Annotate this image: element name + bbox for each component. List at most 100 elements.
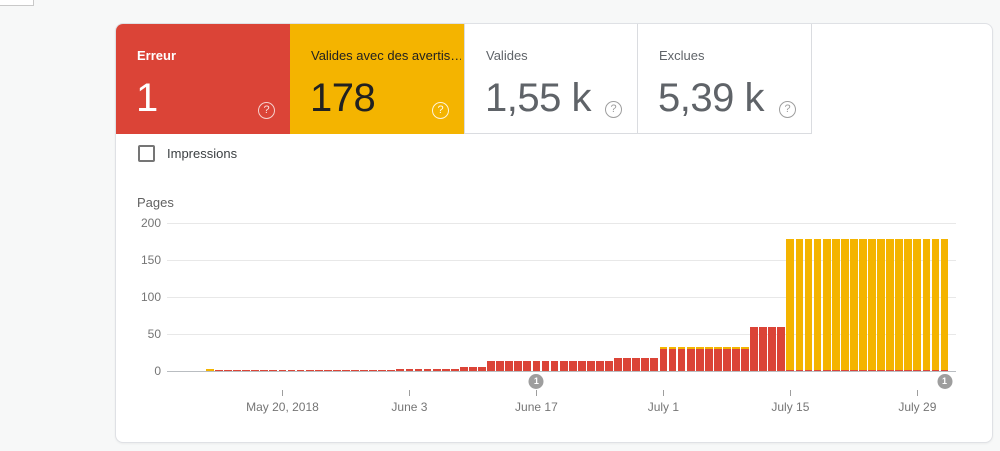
- chart-bar-warnings[interactable]: [804, 239, 813, 370]
- chart-bar-warnings[interactable]: [786, 239, 795, 370]
- chart-bar-errors[interactable]: [523, 360, 532, 371]
- chart-bar-errors[interactable]: [269, 370, 278, 371]
- chart-bar-errors[interactable]: [904, 370, 913, 371]
- chart-bar-errors[interactable]: [804, 370, 813, 371]
- chart-bar-errors[interactable]: [668, 348, 677, 371]
- chart-bar-errors[interactable]: [940, 370, 949, 371]
- chart-bar-errors[interactable]: [387, 370, 396, 371]
- chart-bar-warnings[interactable]: [722, 347, 731, 349]
- chart-bar-errors[interactable]: [813, 370, 822, 371]
- chart-bar-warnings[interactable]: [886, 239, 895, 370]
- chart-bar-errors[interactable]: [414, 368, 423, 371]
- chart-bar-warnings[interactable]: [849, 239, 858, 370]
- card-errors[interactable]: Erreur 1 ?: [116, 24, 290, 134]
- chart-bar-warnings[interactable]: [741, 347, 749, 349]
- chart-bar-errors[interactable]: [822, 370, 831, 371]
- chart-bar-errors[interactable]: [750, 327, 758, 371]
- card-excluded[interactable]: Exclues 5,39 k ?: [638, 24, 812, 134]
- chart-bar-warnings[interactable]: [795, 239, 804, 370]
- chart-bar-warnings[interactable]: [922, 239, 931, 370]
- chart-bar-errors[interactable]: [487, 360, 495, 371]
- chart-bar-errors[interactable]: [777, 327, 786, 371]
- chart-bar-warnings[interactable]: [840, 239, 849, 370]
- help-icon[interactable]: ?: [258, 102, 275, 119]
- chart-bar-warnings[interactable]: [695, 347, 704, 349]
- chart-bar-errors[interactable]: [423, 368, 432, 371]
- card-valid-with-warnings[interactable]: Valides avec des avertis… 178 ?: [290, 24, 464, 134]
- chart-bar-warnings[interactable]: [895, 239, 904, 370]
- chart-bar-errors[interactable]: [287, 370, 296, 371]
- help-icon[interactable]: ?: [432, 102, 449, 119]
- chart-bar-errors[interactable]: [260, 370, 269, 371]
- chart-bar-warnings[interactable]: [931, 239, 940, 370]
- chart-bar-warnings[interactable]: [686, 347, 695, 349]
- chart-bar-warnings[interactable]: [677, 347, 686, 349]
- chart-bar-errors[interactable]: [577, 360, 586, 371]
- chart-bar-errors[interactable]: [215, 370, 223, 371]
- chart-bar-errors[interactable]: [496, 360, 505, 371]
- chart-bar-warnings[interactable]: [813, 239, 822, 370]
- chart-bar-errors[interactable]: [868, 370, 876, 371]
- chart-bar-warnings[interactable]: [659, 347, 668, 349]
- chart-bar-errors[interactable]: [859, 370, 867, 371]
- chart-bar-warnings[interactable]: [913, 239, 922, 370]
- chart-bar-errors[interactable]: [541, 360, 550, 371]
- chart-bar-warnings[interactable]: [668, 347, 677, 349]
- chart-bar-errors[interactable]: [459, 366, 468, 371]
- chart-bar-errors[interactable]: [296, 370, 305, 371]
- chart-bar-errors[interactable]: [849, 370, 858, 371]
- chart-bar-errors[interactable]: [913, 370, 922, 371]
- chart-bar-errors[interactable]: [877, 370, 885, 371]
- chart-bar-errors[interactable]: [532, 360, 541, 371]
- chart-bar-errors[interactable]: [931, 370, 940, 371]
- chart-bar-warnings[interactable]: [831, 239, 840, 370]
- chart-bar-errors[interactable]: [233, 370, 241, 371]
- chart-bar-errors[interactable]: [251, 370, 260, 371]
- chart-bar-errors[interactable]: [224, 370, 232, 371]
- chart-bar-errors[interactable]: [396, 368, 405, 371]
- chart-bar-errors[interactable]: [623, 357, 632, 371]
- chart-bar-warnings[interactable]: [822, 239, 831, 370]
- chart-bar-errors[interactable]: [351, 370, 359, 371]
- chart-bar-errors[interactable]: [741, 348, 749, 371]
- chart-bar-errors[interactable]: [405, 368, 414, 371]
- chart-bar-errors[interactable]: [732, 348, 740, 371]
- chart-bar-errors[interactable]: [840, 370, 849, 371]
- chart-bar-errors[interactable]: [641, 357, 650, 371]
- chart-bar-warnings[interactable]: [206, 368, 214, 371]
- chart-bar-errors[interactable]: [713, 348, 722, 371]
- chart-bar-warnings[interactable]: [704, 347, 713, 349]
- chart-bar-warnings[interactable]: [732, 347, 740, 349]
- chart-bar-errors[interactable]: [242, 370, 251, 371]
- chart-bar-errors[interactable]: [650, 357, 659, 371]
- chart-bar-warnings[interactable]: [859, 239, 867, 370]
- chart-bar-errors[interactable]: [659, 348, 668, 371]
- chart-bar-errors[interactable]: [886, 370, 895, 371]
- chart-bar-errors[interactable]: [759, 327, 768, 371]
- chart-bar-warnings[interactable]: [868, 239, 876, 370]
- chart-bar-warnings[interactable]: [877, 239, 885, 370]
- chart-bar-errors[interactable]: [895, 370, 904, 371]
- chart-bar-errors[interactable]: [469, 366, 477, 371]
- chart-bar-errors[interactable]: [704, 348, 713, 371]
- chart-bar-errors[interactable]: [922, 370, 931, 371]
- chart-bar-errors[interactable]: [378, 370, 387, 371]
- chart-bar-errors[interactable]: [677, 348, 686, 371]
- chart-bar-errors[interactable]: [586, 360, 595, 371]
- chart-bar-errors[interactable]: [605, 360, 613, 371]
- chart-bar-errors[interactable]: [323, 370, 332, 371]
- chart-bar-errors[interactable]: [305, 370, 314, 371]
- help-icon[interactable]: ?: [779, 101, 796, 118]
- chart-bar-warnings[interactable]: [904, 239, 913, 370]
- chart-bar-errors[interactable]: [360, 370, 368, 371]
- card-valid[interactable]: Valides 1,55 k ?: [464, 24, 638, 134]
- chart-bar-errors[interactable]: [722, 348, 731, 371]
- chart-bar-errors[interactable]: [831, 370, 840, 371]
- chart-bar-errors[interactable]: [450, 368, 459, 371]
- chart-bar-errors[interactable]: [559, 360, 568, 371]
- chart-bar-warnings[interactable]: [713, 347, 722, 349]
- chart-bar-errors[interactable]: [550, 360, 559, 371]
- chart-bar-errors[interactable]: [632, 357, 641, 371]
- chart-bar-errors[interactable]: [505, 360, 514, 371]
- chart-bar-errors[interactable]: [478, 366, 486, 371]
